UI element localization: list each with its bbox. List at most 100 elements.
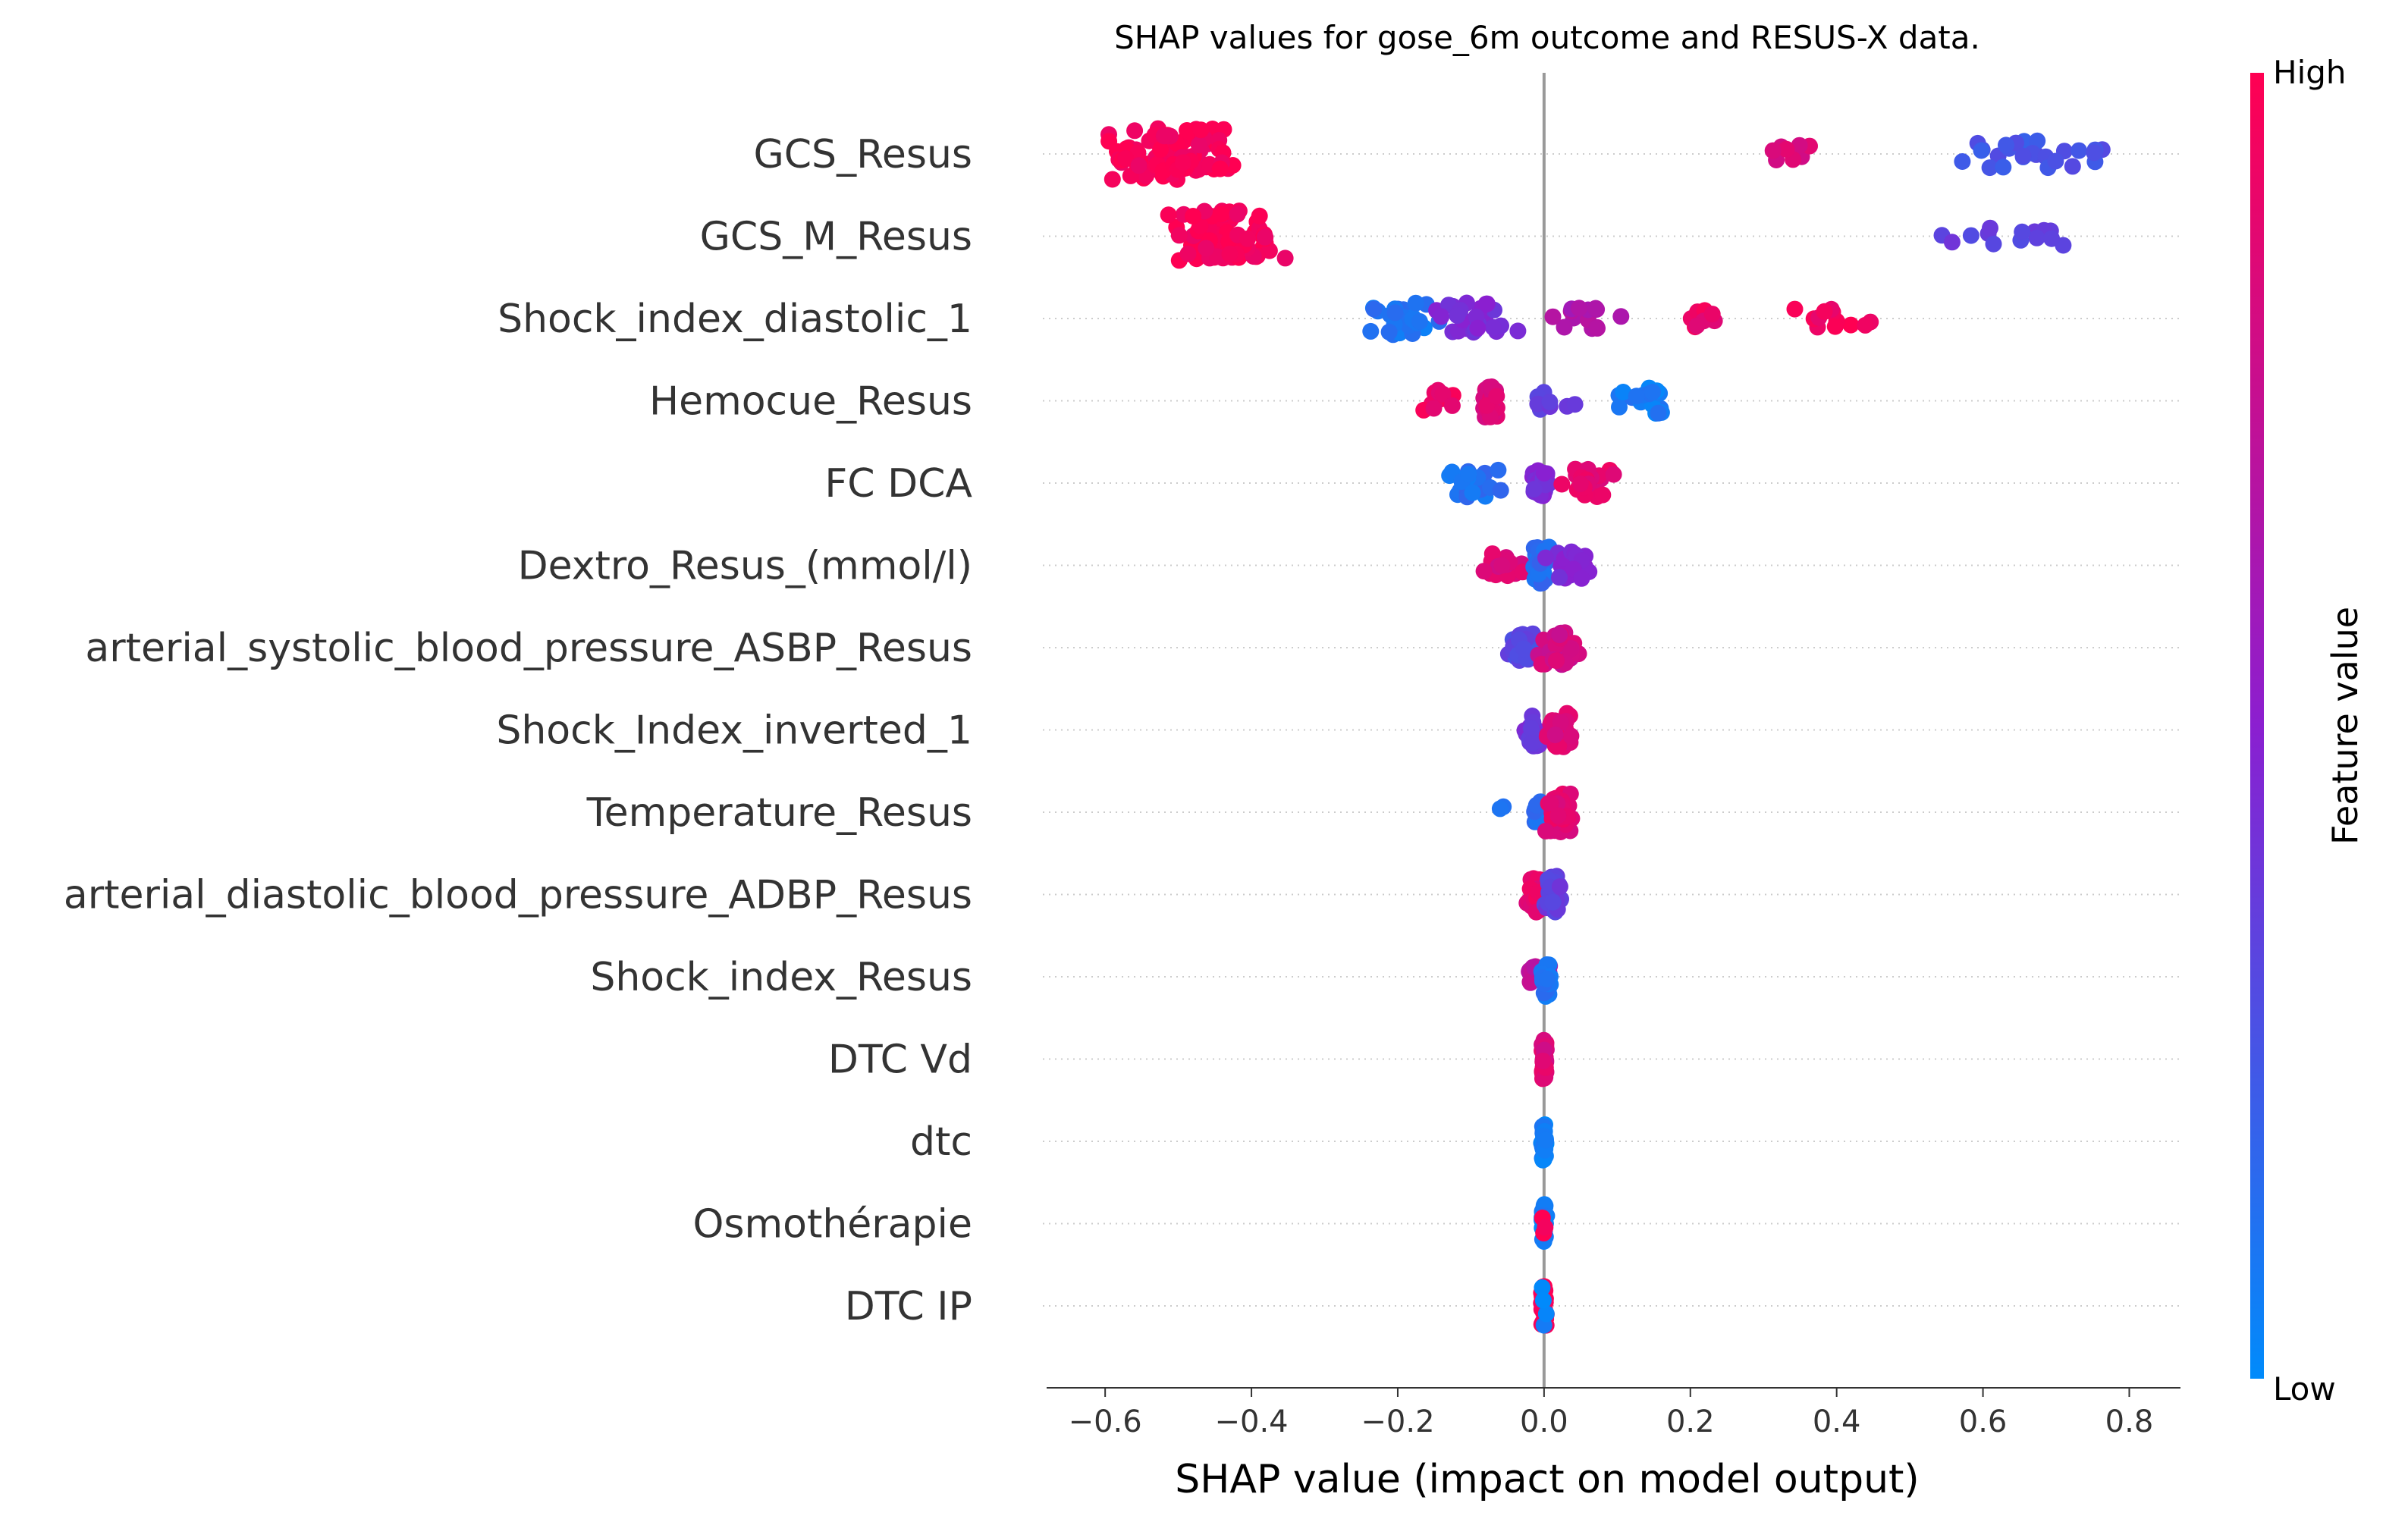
shap-point (1362, 322, 1380, 340)
shap-point (1155, 127, 1173, 145)
shap-point (1179, 122, 1195, 139)
shap-point (1551, 626, 1568, 644)
shap-point (1786, 300, 1804, 318)
shap-point (1537, 1305, 1555, 1323)
shap-point (1515, 640, 1533, 658)
shap-point (2043, 230, 2061, 247)
shap-point (1475, 563, 1493, 580)
shap-point (1411, 312, 1428, 330)
shap-point (1380, 323, 1398, 341)
shap-point (1534, 1291, 1552, 1309)
colorbar-low-label: Low (2273, 1370, 2336, 1408)
x-tick-label: 0.6 (1959, 1404, 2008, 1439)
shap-point (1816, 303, 1833, 320)
shap-point (1573, 570, 1590, 587)
feature-label: dtc (910, 1119, 972, 1165)
shap-point (1571, 300, 1588, 317)
shap-point (1464, 484, 1481, 501)
feature-label: FC DCA (824, 461, 972, 507)
shap-point (1469, 319, 1487, 337)
shap-point (1981, 159, 1998, 177)
shap-point (1587, 300, 1604, 317)
shap-point (1537, 1131, 1554, 1149)
shap-point (1628, 388, 1645, 405)
colorbar (2250, 73, 2264, 1379)
shap-point (1985, 235, 2002, 253)
feature-label: Shock_index_diastolic_1 (498, 297, 972, 342)
feature-label: GCS_M_Resus (700, 215, 972, 260)
shap-point (1594, 486, 1612, 504)
shap-point (1524, 734, 1540, 752)
shap-point (1221, 245, 1239, 262)
shap-point (1211, 160, 1229, 177)
shap-point (1764, 142, 1782, 159)
shap-point (1791, 137, 1808, 154)
shap-point (1541, 394, 1559, 410)
shap-point (2014, 223, 2031, 240)
shap-point (1857, 316, 1874, 334)
shap-point (1982, 219, 1998, 237)
shap-point (1539, 971, 1556, 987)
shap-point (1170, 227, 1188, 244)
shap-point (1460, 466, 1477, 483)
shap-point (1826, 318, 1844, 335)
feature-label: Hemocue_Resus (649, 379, 972, 425)
shap-point (1537, 549, 1554, 566)
feature-label: arterial_diastolic_blood_pressure_ADBP_R… (64, 873, 972, 918)
shap-point (1973, 142, 1990, 159)
shap-point (1198, 240, 1215, 257)
shap-point (1546, 727, 1564, 743)
shap-point (1644, 384, 1661, 400)
x-tick-label: 0.4 (1813, 1404, 1861, 1439)
shap-point (1537, 1219, 1554, 1236)
shap-point (1425, 400, 1443, 417)
shap-point (1551, 569, 1568, 586)
shap-point (1612, 308, 1630, 325)
row-guides (1043, 153, 2180, 1307)
shap-point (1534, 1279, 1551, 1296)
shap-point (1562, 727, 1580, 745)
shap-point (1190, 137, 1207, 154)
shap-point (1553, 475, 1571, 493)
shap-point (2028, 229, 2045, 246)
shap-point (1493, 557, 1511, 574)
shap-point (1544, 893, 1562, 911)
shap-point (2047, 152, 2064, 170)
shap-point (1537, 822, 1554, 840)
x-tick-label: −0.4 (1214, 1404, 1288, 1439)
shap-point (1650, 404, 1667, 422)
shap-point (1160, 206, 1177, 224)
shap-point (1998, 137, 2014, 154)
shap-point (1213, 206, 1230, 223)
shap-point (1484, 319, 1502, 336)
chart-title: SHAP values for gose_6m outcome and RESU… (1114, 19, 1980, 56)
shap-point (1126, 122, 1144, 140)
shap-point (1491, 800, 1509, 818)
shap-point (1525, 481, 1543, 497)
shap-point (1534, 1053, 1552, 1070)
shap-point (1488, 388, 1505, 405)
colorbar-high-label: High (2273, 54, 2347, 91)
shap-point (1492, 482, 1509, 499)
shap-point (1611, 398, 1628, 416)
feature-label: Osmothérapie (692, 1202, 972, 1248)
shap-point (1509, 322, 1527, 340)
colorbar-axis-label: Feature value (2325, 607, 2366, 845)
feature-label: Shock_index_Resus (590, 955, 972, 1000)
shap-point (1449, 307, 1466, 325)
x-tick-label: 0.0 (1520, 1404, 1568, 1439)
x-tick-label: −0.2 (1361, 1404, 1434, 1439)
shap-point (1544, 308, 1562, 325)
shap-point (1566, 396, 1584, 413)
feature-label: DTC IP (845, 1284, 972, 1329)
x-tick-label: 0.8 (2105, 1404, 2154, 1439)
shap-point (1365, 300, 1383, 318)
shap-point (1433, 308, 1450, 325)
shap-point (1995, 158, 2012, 176)
shap-point (1962, 227, 1979, 244)
x-tick-label: −0.6 (1069, 1404, 1142, 1439)
feature-label: Temperature_Resus (586, 790, 972, 836)
shap-point (1778, 140, 1795, 158)
shap-point (1549, 807, 1567, 824)
